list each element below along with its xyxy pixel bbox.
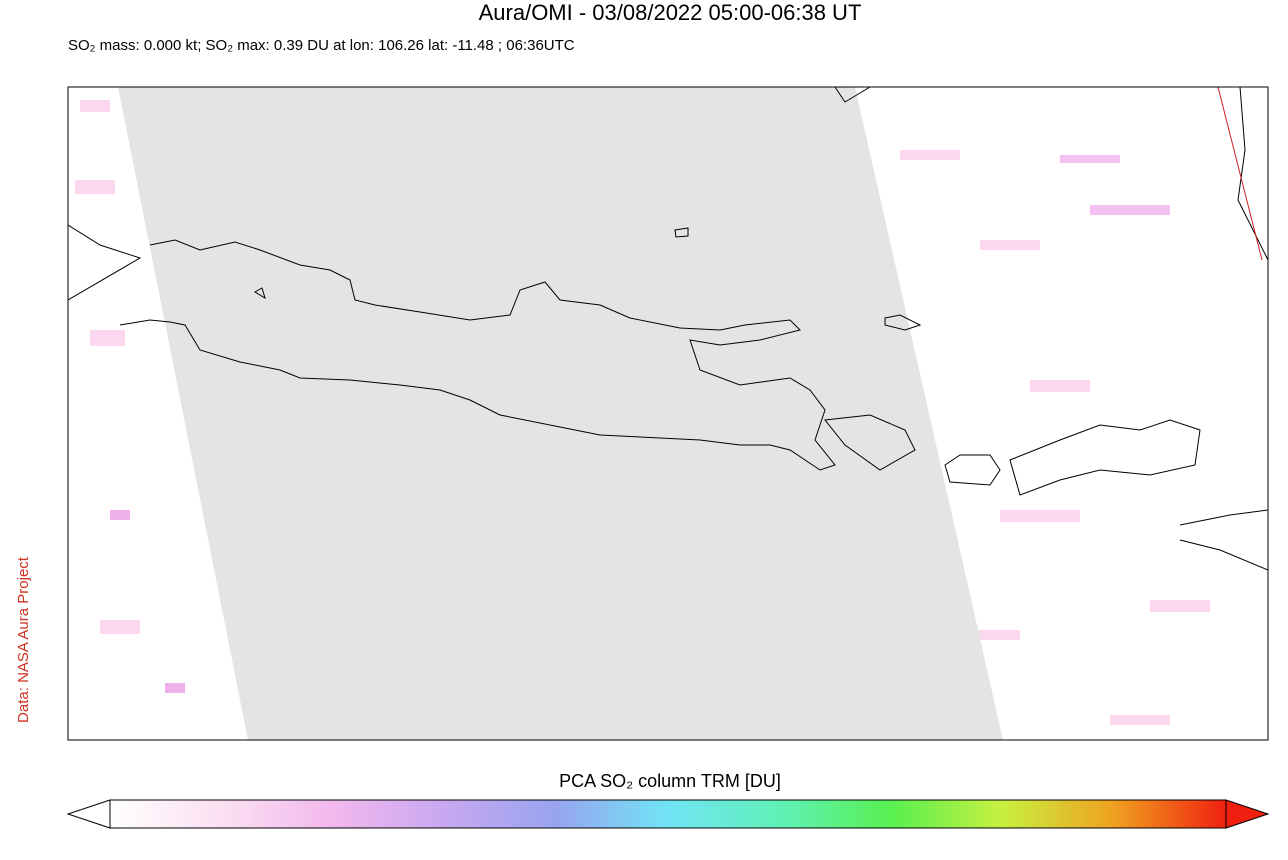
coastlines: [68, 87, 1268, 571]
colorbar: [109, 799, 1227, 829]
credit: Data: NASA Aura Project: [15, 556, 32, 723]
colorbar-label: PCA SO₂ column TRM [DU]: [559, 771, 781, 791]
map-frame: [67, 86, 1269, 741]
colorbar-high-arrow: [1225, 799, 1270, 829]
so2-pixels: [75, 100, 1210, 725]
swath: [118, 87, 1003, 740]
map-body: [68, 87, 1268, 740]
subtitle: SO₂ mass: 0.000 kt; SO₂ max: 0.39 DU at …: [68, 37, 575, 54]
title: Aura/OMI - 03/08/2022 05:00-06:38 UT: [479, 0, 862, 25]
colorbar-low-arrow: [66, 799, 111, 829]
